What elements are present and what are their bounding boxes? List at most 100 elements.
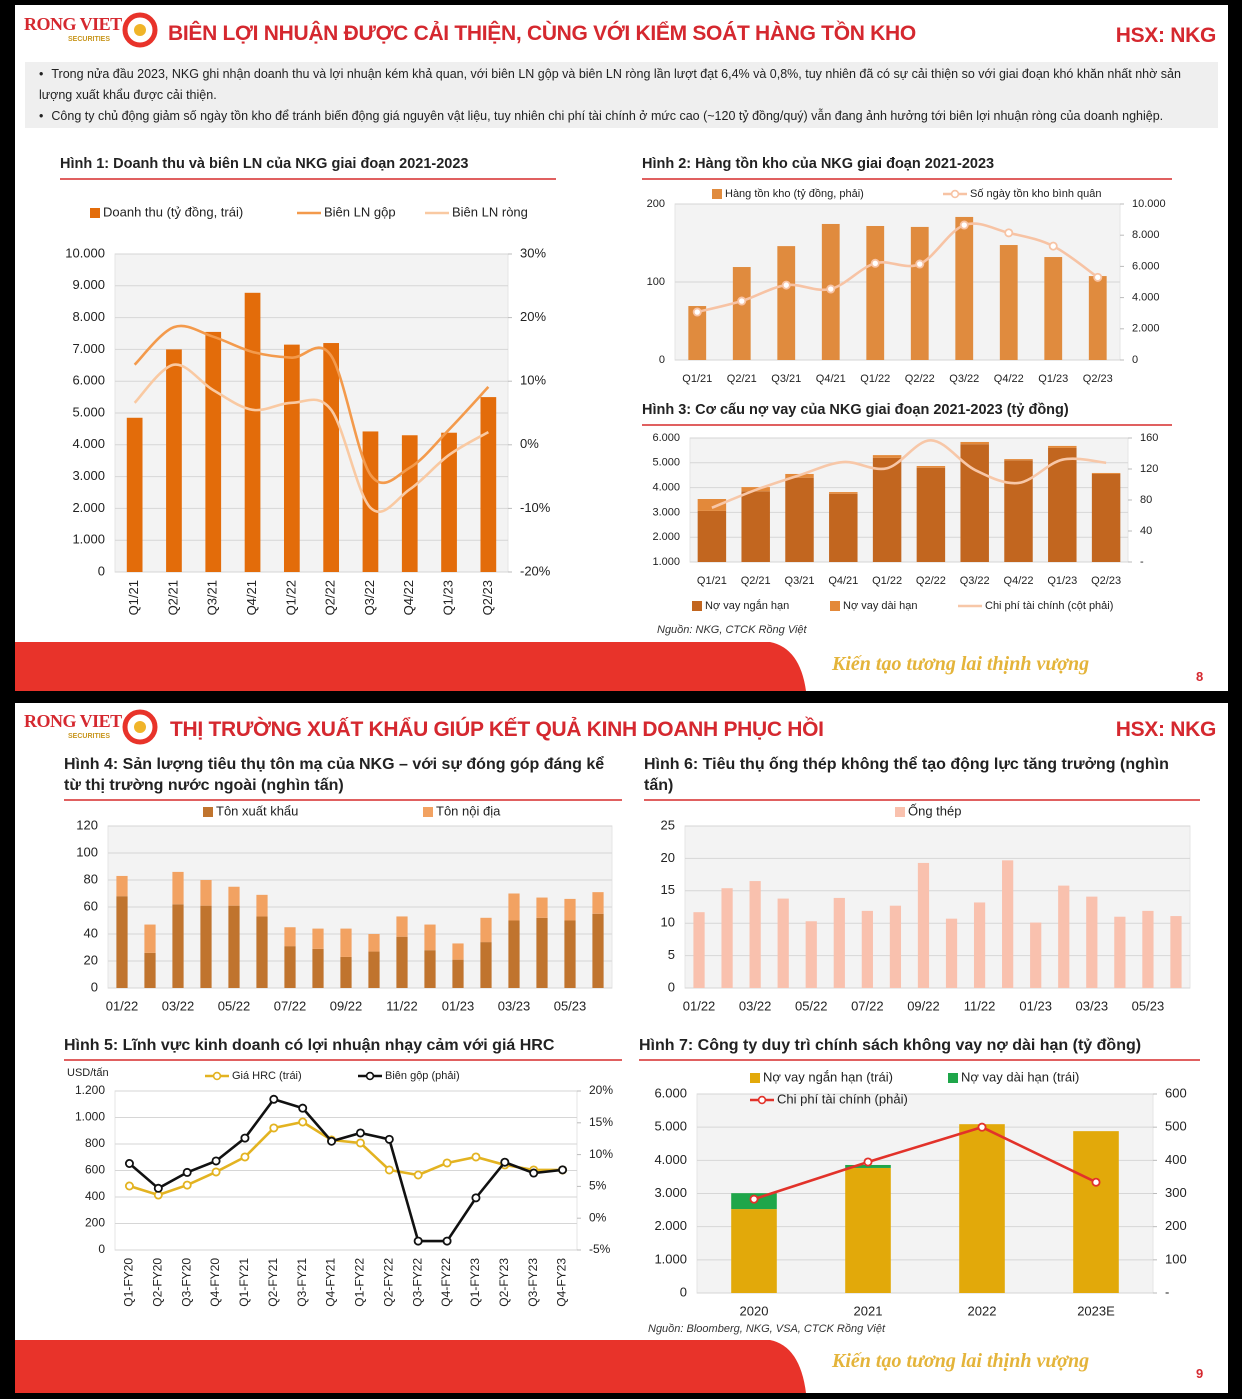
line-marker — [558, 1165, 568, 1175]
y-tick-label: 200 — [647, 198, 665, 210]
x-tick-label: 09/22 — [907, 998, 940, 1013]
line — [696, 222, 1099, 314]
y2-tick-label: 400 — [1165, 1152, 1187, 1167]
y-tick-label: 0 — [98, 1242, 105, 1256]
x-tick-label: Q3/22 — [949, 373, 979, 385]
page-number: 9 — [1196, 1366, 1204, 1381]
bar — [116, 896, 128, 988]
legend-swatch — [757, 1095, 767, 1105]
line-marker — [211, 1167, 221, 1177]
bar — [1030, 922, 1042, 988]
line-marker — [1093, 272, 1103, 282]
bar — [368, 951, 380, 988]
line-marker — [442, 1236, 452, 1246]
bar — [396, 916, 408, 937]
bar — [777, 898, 789, 988]
x-tick-label: Q3-FY20 — [179, 1258, 193, 1307]
y-tick-label: 120 — [76, 817, 98, 832]
line-marker — [298, 1117, 308, 1127]
slide-title: THỊ TRƯỜNG XUẤT KHẨU GIÚP KẾT QUẢ KINH D… — [170, 718, 824, 741]
footer-band — [15, 642, 806, 691]
x-tick-label: Q3-FY23 — [526, 1258, 540, 1307]
x-tick-label: Q4/21 — [828, 575, 858, 587]
x-tick-label: Q3/22 — [960, 575, 990, 587]
bar — [592, 913, 604, 988]
bar — [205, 331, 222, 572]
footer-band — [15, 1340, 806, 1393]
x-tick-label: Q2/21 — [727, 373, 757, 385]
x-tick-label: Q4/21 — [816, 373, 846, 385]
line-marker — [413, 1236, 423, 1246]
source-note: Nguồn: Bloomberg, NKG, VSA, CTCK Rồng Vi… — [648, 1323, 886, 1335]
y2-tick-label: 5% — [589, 1179, 607, 1193]
x-tick-label: 07/22 — [851, 998, 884, 1013]
y-tick-label: 20 — [84, 952, 98, 967]
x-tick-label: Q1-FY22 — [353, 1258, 367, 1307]
bar — [508, 893, 520, 921]
bar — [1073, 1131, 1119, 1293]
bar — [536, 897, 548, 918]
y2-tick-label: 200 — [1165, 1218, 1187, 1233]
y-tick-label: 0 — [680, 1284, 687, 1299]
line-marker — [355, 1138, 365, 1148]
x-tick-label: 01/23 — [1019, 998, 1052, 1013]
line — [133, 363, 490, 514]
bar — [785, 477, 814, 562]
y2-tick-label: 30% — [520, 245, 546, 260]
x-tick-label: 11/22 — [964, 998, 996, 1013]
line — [753, 1125, 1097, 1201]
line-marker — [298, 1103, 308, 1113]
y-axis-label: USD/tấn — [67, 1067, 109, 1079]
bar — [144, 952, 156, 988]
line-marker — [471, 1152, 481, 1162]
y2-tick-label: 0% — [520, 436, 539, 451]
y-tick-label: 1.000 — [75, 1110, 105, 1124]
line-marker — [529, 1168, 539, 1178]
bar — [396, 936, 408, 988]
line-marker — [327, 1136, 337, 1146]
x-tick-label: Q2-FY23 — [497, 1258, 511, 1307]
x-tick-label: Q1/23 — [1047, 575, 1077, 587]
line-marker — [269, 1123, 279, 1133]
bullet: Công ty chủ động giảm số ngày tồn kho để… — [39, 106, 1210, 127]
y2-tick-label: 300 — [1165, 1185, 1187, 1200]
x-tick-label: Q3/21 — [785, 575, 815, 587]
x-tick-label: 05/23 — [1132, 998, 1165, 1013]
x-tick-label: 01/22 — [683, 998, 716, 1013]
line-marker — [915, 259, 925, 269]
x-tick-label: 05/22 — [218, 998, 251, 1013]
legend-swatch — [212, 1071, 222, 1081]
chart-title: Hình 1: Doanh thu và biên LN của NKG gia… — [60, 154, 556, 180]
x-tick-label: Q1/22 — [872, 575, 902, 587]
ticker: HSX: NKG — [1115, 24, 1217, 47]
x-tick-label: Q4-FY22 — [439, 1258, 453, 1307]
bar — [688, 306, 707, 360]
bar — [1114, 916, 1126, 988]
line-marker — [692, 307, 702, 317]
line-marker — [124, 1159, 134, 1169]
bar — [1091, 472, 1121, 474]
y-tick-label: 0 — [91, 979, 98, 994]
x-tick-label: Q1/22 — [860, 373, 890, 385]
x-tick-label: Q3/22 — [362, 580, 377, 615]
y-tick-label: 5.000 — [654, 1119, 687, 1134]
legend-label: Biên LN ròng — [452, 204, 528, 219]
x-tick-label: 03/22 — [739, 998, 772, 1013]
line-marker — [977, 1122, 987, 1132]
bar — [480, 917, 492, 943]
bar — [833, 897, 845, 988]
footer-slogan: Kiến tạo tương lai thịnh vượng — [832, 1350, 1090, 1372]
legend-label: Nợ vay ngắn hạn (trái) — [763, 1069, 893, 1084]
bar — [1142, 910, 1154, 988]
y-tick-label: 1.200 — [75, 1083, 105, 1097]
bar — [144, 924, 156, 953]
bar — [126, 417, 143, 572]
line-marker — [500, 1157, 510, 1167]
y2-tick-label: 10% — [589, 1147, 613, 1161]
bar — [172, 904, 184, 988]
chart-title: Hình 7: Công ty duy trì chính sách không… — [639, 1035, 1200, 1061]
y2-tick-label: 6.000 — [1132, 260, 1160, 272]
y-tick-label: 4.000 — [654, 1152, 687, 1167]
bar — [480, 397, 497, 572]
bar — [1002, 860, 1014, 988]
